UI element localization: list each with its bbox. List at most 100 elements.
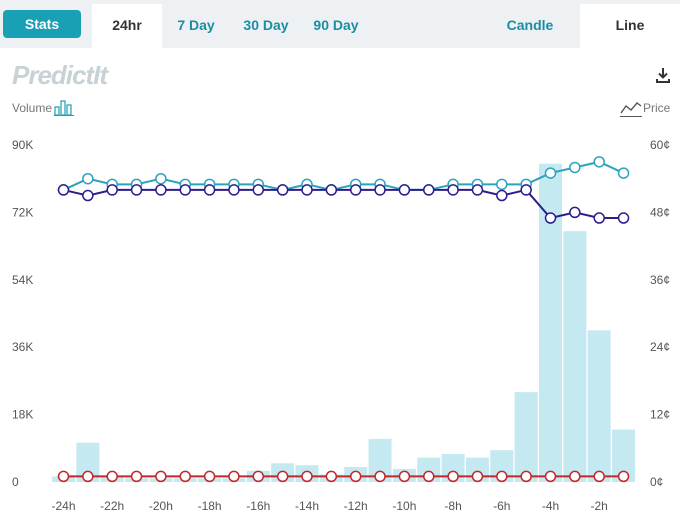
- price-point: [349, 184, 362, 196]
- volume-legend-label: Volume: [12, 101, 53, 115]
- volume-bar: [514, 392, 538, 482]
- tab-line[interactable]: Line: [580, 4, 680, 48]
- price-point: [447, 184, 459, 196]
- price-point: [496, 178, 508, 191]
- time-tick-label: -4h: [542, 499, 559, 513]
- price-point: [106, 470, 118, 483]
- time-axis-ticks: -24h -22h -20h -18h -16h -14h -12h -10h -8h -6h -4…: [51, 499, 607, 513]
- chart-toolbar: Stats 24hr 7 Day 30 Day 90 Day Candle Li…: [0, 0, 680, 48]
- time-tick-label: -16h: [246, 499, 270, 513]
- stats-button[interactable]: Stats: [3, 10, 81, 38]
- price-point: [82, 470, 94, 483]
- download-icon[interactable]: [654, 66, 672, 84]
- price-point: [423, 470, 435, 483]
- price-point: [544, 167, 557, 179]
- price-point: [471, 184, 484, 196]
- price-tick-label: 60¢: [650, 138, 670, 152]
- price-point: [276, 184, 289, 196]
- price-point: [617, 470, 630, 483]
- volume-tick-label: 18K: [12, 408, 33, 422]
- price-point: [593, 212, 605, 224]
- volume-bar: [368, 438, 392, 482]
- price-point: [106, 184, 118, 196]
- volume-tick-label: 0: [12, 475, 19, 489]
- price-point: [228, 184, 240, 196]
- price-point: [252, 184, 265, 196]
- price-point: [496, 470, 508, 483]
- volume-bar: [76, 442, 100, 482]
- volume-tick-label: 36K: [12, 340, 33, 354]
- price-point: [228, 470, 240, 483]
- time-tick-label: -20h: [149, 499, 173, 513]
- price-point: [471, 470, 484, 483]
- price-point: [447, 470, 459, 483]
- price-tick-label: 48¢: [650, 205, 670, 219]
- price-point: [130, 184, 143, 196]
- predictit-logo: PredictIt: [12, 60, 108, 90]
- price-point: [496, 189, 508, 202]
- time-tick-label: -22h: [100, 499, 124, 513]
- tab-90-day[interactable]: 90 Day: [313, 17, 359, 33]
- price-point: [179, 470, 191, 483]
- volume-bar: [490, 450, 514, 482]
- price-point: [617, 212, 630, 224]
- tab-7-day[interactable]: 7 Day: [177, 17, 215, 33]
- price-markers: [57, 156, 630, 483]
- line-chart-icon: [620, 102, 642, 117]
- volume-bar: [563, 231, 587, 482]
- price-point: [544, 470, 557, 483]
- price-point: [349, 470, 362, 483]
- price-point: [325, 470, 338, 483]
- volume-bars: [52, 163, 636, 482]
- price-point: [179, 184, 191, 196]
- price-point: [301, 184, 313, 196]
- time-tick-label: -10h: [392, 499, 416, 513]
- price-point: [374, 184, 386, 196]
- price-point: [569, 206, 581, 219]
- price-point: [82, 189, 94, 202]
- price-tick-label: 0¢: [650, 475, 663, 489]
- volume-bar: [539, 163, 562, 482]
- time-tick-label: -24h: [51, 499, 75, 513]
- price-point: [57, 470, 70, 483]
- time-tick-label: -8h: [444, 499, 461, 513]
- time-tick-label: -18h: [198, 499, 222, 513]
- volume-axis-ticks: 0 18K 36K 54K 72K 90K: [12, 138, 33, 489]
- bar-chart-icon: [54, 100, 74, 116]
- price-point: [155, 184, 167, 196]
- price-point: [617, 167, 630, 179]
- price-tick-label: 24¢: [650, 340, 670, 354]
- price-point: [569, 470, 581, 483]
- price-tick-label: 36¢: [650, 273, 670, 287]
- time-tick-label: -6h: [493, 499, 510, 513]
- price-point: [203, 184, 216, 196]
- price-point: [593, 470, 605, 483]
- price-point: [130, 470, 143, 483]
- price-point: [544, 212, 557, 224]
- volume-tick-label: 54K: [12, 273, 33, 287]
- time-tick-label: -12h: [344, 499, 368, 513]
- volume-bar: [441, 453, 465, 482]
- price-point: [57, 184, 70, 196]
- volume-tick-label: 72K: [12, 205, 33, 219]
- price-point: [155, 172, 167, 185]
- price-point: [593, 156, 605, 168]
- time-tick-label: -2h: [591, 499, 608, 513]
- tab-24hr[interactable]: 24hr: [92, 4, 162, 48]
- price-legend-label: Price: [643, 101, 671, 115]
- price-point: [398, 184, 411, 196]
- price-point: [276, 470, 289, 483]
- price-point: [398, 470, 411, 483]
- price-point: [423, 184, 435, 196]
- price-point: [252, 470, 265, 483]
- tab-candle[interactable]: Candle: [506, 17, 554, 33]
- price-axis-ticks: 0¢ 12¢ 24¢ 36¢ 48¢ 60¢: [650, 138, 670, 489]
- tab-30-day[interactable]: 30 Day: [243, 17, 289, 33]
- price-tick-label: 12¢: [650, 408, 670, 422]
- price-point: [520, 470, 532, 483]
- volume-bar: [587, 330, 611, 482]
- price-point: [82, 172, 94, 185]
- volume-tick-label: 90K: [12, 138, 33, 152]
- price-point: [569, 161, 581, 174]
